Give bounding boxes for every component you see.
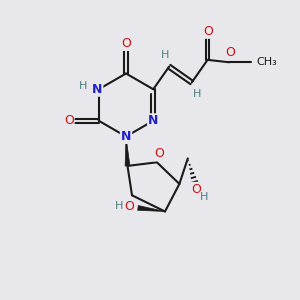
Text: O: O: [125, 200, 134, 213]
Text: O: O: [154, 147, 164, 161]
Polygon shape: [125, 136, 130, 166]
Polygon shape: [138, 206, 165, 212]
Text: O: O: [203, 25, 213, 38]
Text: CH₃: CH₃: [256, 57, 277, 67]
Text: O: O: [191, 183, 201, 196]
Text: O: O: [121, 37, 131, 50]
Text: H: H: [79, 81, 87, 91]
Text: O: O: [226, 46, 236, 59]
Text: N: N: [121, 130, 131, 143]
Text: H: H: [200, 192, 208, 203]
Text: H: H: [193, 89, 201, 99]
Text: H: H: [115, 201, 124, 212]
Text: N: N: [148, 114, 158, 127]
Text: O: O: [64, 114, 74, 127]
Text: N: N: [92, 83, 102, 96]
Text: H: H: [161, 50, 170, 60]
